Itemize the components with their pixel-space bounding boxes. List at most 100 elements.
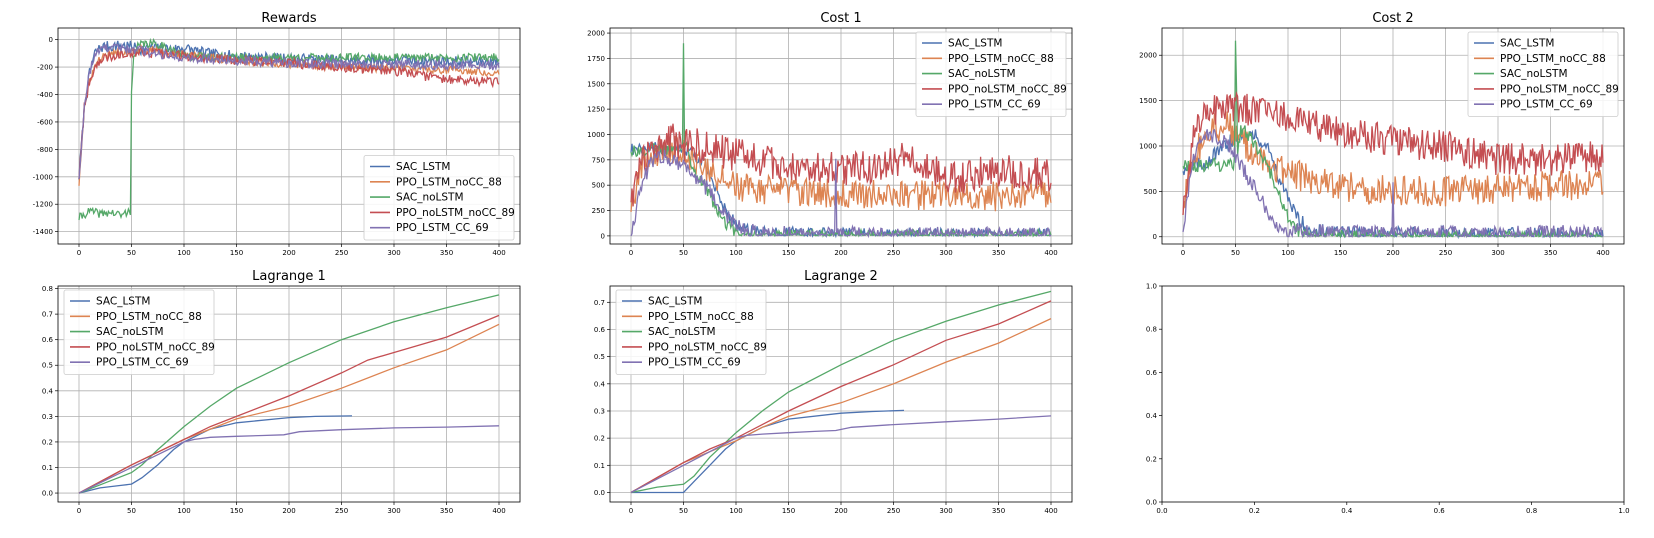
series-line-ppo-nolstm-nocc-89 bbox=[630, 123, 1052, 207]
y-tick-label: 1.0 bbox=[1146, 283, 1157, 291]
x-tick-label: 300 bbox=[939, 507, 952, 515]
x-tick-label: 100 bbox=[729, 507, 742, 515]
y-tick-label: 0.7 bbox=[42, 311, 53, 319]
chart-panel-6: 0.0 0.2 0.4 0.6 0.8 1.0 0.0 0.2 0.4 0.6 0.8 1.0 bbox=[1146, 283, 1630, 516]
x-tick-label: 150 bbox=[230, 249, 243, 257]
legend-label: PPO_noLSTM_noCC_89 bbox=[396, 207, 515, 219]
chart-title: Lagrange 1 bbox=[252, 269, 326, 284]
legend-label: SAC_LSTM bbox=[648, 296, 702, 308]
x-tick-label: 100 bbox=[177, 507, 190, 515]
x-tick-label: 0 bbox=[629, 249, 633, 257]
legend: SAC_LSTM PPO_LSTM_noCC_88 SAC_noLSTM PPO_no… bbox=[915, 31, 1067, 117]
y-tick-label: 0.5 bbox=[42, 362, 53, 370]
legend-label: PPO_noLSTM_noCC_89 bbox=[96, 341, 215, 353]
chart-title: Cost 1 bbox=[820, 11, 861, 26]
x-tick-label: 250 bbox=[887, 507, 900, 515]
legend-label: SAC_noLSTM bbox=[396, 192, 464, 204]
legend-label: PPO_LSTM_CC_69 bbox=[396, 222, 489, 234]
y-tick-label: 1500 bbox=[587, 80, 605, 88]
legend-label: SAC_noLSTM bbox=[96, 326, 164, 338]
chart-panel-4: 0 50 100 150 200 250 300 350 400 0.0 0.1 0.2 0.3 0.4 0… bbox=[42, 269, 521, 515]
legend: SAC_LSTM PPO_LSTM_noCC_88 SAC_noLSTM PPO_no… bbox=[363, 155, 515, 241]
x-tick-label: 0.2 bbox=[1249, 507, 1260, 515]
plot-area bbox=[1162, 286, 1624, 502]
x-tick-label: 0 bbox=[77, 507, 81, 515]
x-tick-label: 150 bbox=[782, 507, 795, 515]
series-line-sac-nolstm bbox=[78, 294, 500, 494]
x-tick-label: 250 bbox=[1439, 249, 1452, 257]
y-tick-label: -200 bbox=[37, 64, 53, 72]
y-tick-label: 0.2 bbox=[1146, 455, 1157, 463]
series-line-sac-nolstm bbox=[78, 37, 500, 221]
x-tick-label: 400 bbox=[492, 249, 505, 257]
series-line-sac-nolstm bbox=[1182, 40, 1604, 239]
x-tick-label: 350 bbox=[440, 507, 453, 515]
x-tick-label: 100 bbox=[177, 249, 190, 257]
chart-title: Lagrange 2 bbox=[804, 269, 878, 284]
x-tick-label: 150 bbox=[1334, 249, 1347, 257]
x-tick-label: 150 bbox=[782, 249, 795, 257]
chart-title: Cost 2 bbox=[1372, 11, 1413, 26]
legend-label: SAC_LSTM bbox=[948, 38, 1002, 50]
x-tick-label: 400 bbox=[492, 507, 505, 515]
legend-box bbox=[363, 155, 515, 241]
y-tick-label: 1750 bbox=[587, 55, 605, 63]
legend-box bbox=[63, 289, 215, 375]
x-tick-label: 0 bbox=[77, 249, 81, 257]
legend: SAC_LSTM PPO_LSTM_noCC_88 SAC_noLSTM PPO_no… bbox=[63, 289, 215, 375]
y-tick-label: 0.0 bbox=[594, 489, 605, 497]
x-tick-label: 0.0 bbox=[1156, 507, 1167, 515]
x-tick-label: 0.8 bbox=[1526, 507, 1537, 515]
y-tick-label: 500 bbox=[592, 182, 605, 190]
legend-label: PPO_LSTM_noCC_88 bbox=[1500, 53, 1606, 65]
y-tick-label: 2000 bbox=[587, 30, 605, 38]
y-tick-label: 0.3 bbox=[594, 407, 605, 415]
x-tick-label: 300 bbox=[1491, 249, 1504, 257]
y-tick-label: -800 bbox=[37, 146, 53, 154]
x-tick-label: 200 bbox=[1386, 249, 1399, 257]
x-tick-label: 1.0 bbox=[1618, 507, 1629, 515]
legend-label: PPO_LSTM_CC_69 bbox=[648, 357, 741, 369]
series-line-ppo-lstm-cc-69 bbox=[630, 149, 1052, 239]
y-tick-label: -400 bbox=[37, 91, 53, 99]
y-tick-label: 0.6 bbox=[1146, 369, 1158, 377]
chart-panel-2: 0 50 100 150 200 250 300 350 400 0 250 500 750 1000 12… bbox=[587, 11, 1073, 257]
y-tick-label: 0.4 bbox=[594, 380, 606, 388]
y-tick-label: 0.1 bbox=[594, 462, 605, 470]
x-tick-label: 400 bbox=[1044, 249, 1057, 257]
y-tick-label: 0.8 bbox=[1146, 326, 1157, 334]
legend-label: SAC_LSTM bbox=[396, 161, 450, 173]
y-tick-label: -1400 bbox=[33, 228, 53, 236]
y-tick-label: 0.6 bbox=[594, 326, 606, 334]
y-tick-label: 0 bbox=[49, 36, 53, 44]
legend-label: SAC_noLSTM bbox=[948, 68, 1016, 80]
legend: SAC_LSTM PPO_LSTM_noCC_88 SAC_noLSTM PPO_no… bbox=[1467, 31, 1619, 117]
y-tick-label: 0.4 bbox=[1146, 412, 1158, 420]
y-tick-label: 1000 bbox=[587, 131, 605, 139]
x-tick-label: 100 bbox=[1281, 249, 1294, 257]
x-tick-label: 200 bbox=[834, 249, 847, 257]
y-tick-label: 250 bbox=[592, 207, 605, 215]
chart-panel-3: 0 50 100 150 200 250 300 350 400 0 500 1000 1500 2000… bbox=[1139, 11, 1625, 257]
series-line-sac-nolstm bbox=[630, 290, 1052, 494]
x-tick-label: 250 bbox=[335, 507, 348, 515]
x-tick-label: 250 bbox=[335, 249, 348, 257]
y-tick-label: 0 bbox=[1153, 233, 1157, 241]
x-tick-label: 200 bbox=[834, 507, 847, 515]
series-line-ppo-lstm-cc-69 bbox=[78, 425, 500, 494]
series-line-ppo-nolstm-nocc-89 bbox=[1182, 90, 1604, 215]
x-tick-label: 100 bbox=[729, 249, 742, 257]
x-tick-label: 50 bbox=[1231, 249, 1240, 257]
x-tick-label: 200 bbox=[282, 249, 295, 257]
y-tick-label: 2000 bbox=[1139, 52, 1157, 60]
x-tick-label: 0 bbox=[1181, 249, 1185, 257]
legend-box bbox=[615, 289, 767, 375]
y-tick-label: -1000 bbox=[33, 173, 53, 181]
y-tick-label: 0 bbox=[601, 232, 605, 240]
y-tick-label: 1500 bbox=[1139, 97, 1157, 105]
series-line-ppo-nolstm-nocc-89 bbox=[78, 314, 500, 494]
series-line-ppo-lstm-cc-69 bbox=[1182, 128, 1604, 239]
x-tick-label: 0 bbox=[629, 507, 633, 515]
x-tick-label: 200 bbox=[282, 507, 295, 515]
y-tick-label: 0.0 bbox=[1146, 499, 1157, 507]
